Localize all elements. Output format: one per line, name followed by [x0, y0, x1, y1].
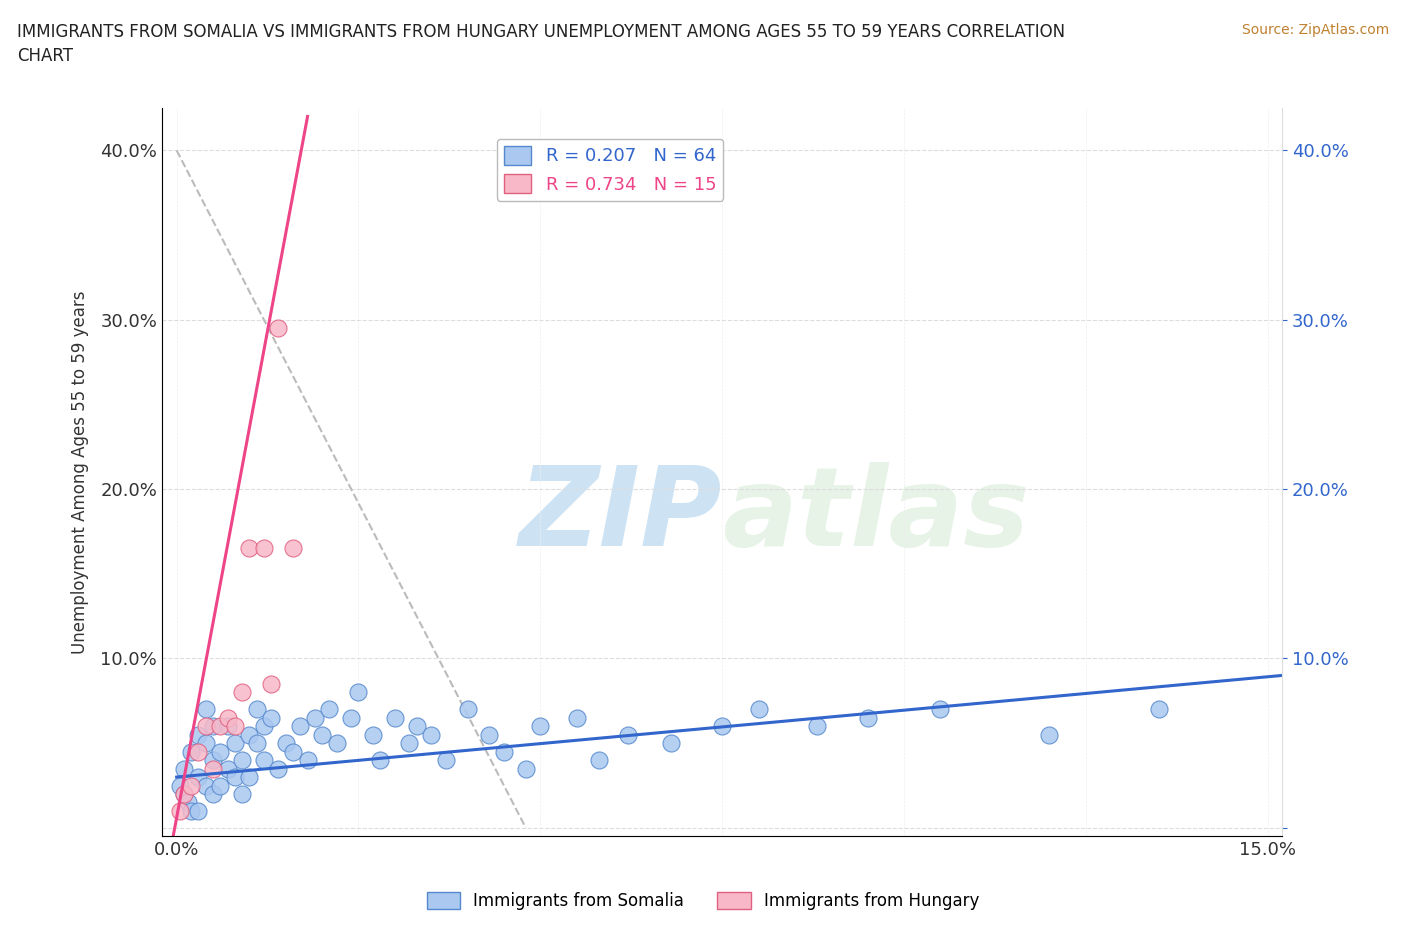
Point: [201, 719, 224, 734]
Point: [565, 711, 588, 725]
Point: [457, 702, 479, 717]
Point: [217, 711, 239, 725]
Point: [201, 761, 224, 776]
Point: [194, 702, 217, 717]
Point: [747, 702, 769, 717]
Legend: Immigrants from Somalia, Immigrants from Hungary: Immigrants from Somalia, Immigrants from…: [420, 885, 986, 917]
Point: [194, 736, 217, 751]
Text: IMMIGRANTS FROM SOMALIA VS IMMIGRANTS FROM HUNGARY UNEMPLOYMENT AMONG AGES 55 TO: IMMIGRANTS FROM SOMALIA VS IMMIGRANTS FR…: [17, 23, 1064, 65]
Point: [253, 752, 276, 767]
Point: [231, 787, 253, 802]
Point: [929, 702, 952, 717]
Point: [231, 684, 253, 699]
Point: [169, 778, 191, 793]
Point: [217, 761, 239, 776]
Point: [194, 719, 217, 734]
Point: [217, 719, 239, 734]
Point: [340, 711, 363, 725]
Point: [806, 719, 828, 734]
Point: [209, 778, 232, 793]
Point: [281, 541, 304, 556]
Point: [201, 787, 224, 802]
Point: [187, 804, 209, 818]
Point: [246, 702, 269, 717]
Legend: R = 0.207   N = 64, R = 0.734   N = 15: R = 0.207 N = 64, R = 0.734 N = 15: [496, 139, 724, 201]
Point: [180, 804, 202, 818]
Point: [274, 736, 297, 751]
Point: [253, 719, 276, 734]
Point: [238, 770, 260, 785]
Point: [529, 719, 551, 734]
Point: [297, 752, 319, 767]
Point: [187, 744, 209, 759]
Point: [224, 736, 246, 751]
Text: Source: ZipAtlas.com: Source: ZipAtlas.com: [1241, 23, 1389, 37]
Point: [238, 541, 260, 556]
Y-axis label: Unemployment Among Ages 55 to 59 years: Unemployment Among Ages 55 to 59 years: [72, 290, 89, 654]
Point: [180, 744, 202, 759]
Point: [290, 719, 312, 734]
Point: [368, 752, 391, 767]
Point: [267, 321, 290, 336]
Point: [361, 727, 384, 742]
Point: [434, 752, 457, 767]
Point: [616, 727, 638, 742]
Point: [659, 736, 682, 751]
Point: [231, 752, 253, 767]
Point: [405, 719, 427, 734]
Text: atlas: atlas: [723, 462, 1029, 569]
Point: [209, 719, 232, 734]
Text: ZIP: ZIP: [519, 462, 723, 569]
Point: [187, 727, 209, 742]
Point: [173, 787, 195, 802]
Point: [304, 711, 326, 725]
Point: [176, 795, 198, 810]
Point: [224, 719, 246, 734]
Point: [194, 778, 217, 793]
Point: [267, 761, 290, 776]
Point: [384, 711, 406, 725]
Point: [260, 711, 283, 725]
Point: [325, 736, 347, 751]
Point: [1038, 727, 1060, 742]
Point: [201, 752, 224, 767]
Point: [281, 744, 304, 759]
Point: [224, 770, 246, 785]
Point: [260, 676, 283, 691]
Point: [253, 541, 276, 556]
Point: [246, 736, 269, 751]
Point: [173, 761, 195, 776]
Point: [173, 787, 195, 802]
Point: [169, 804, 191, 818]
Point: [180, 778, 202, 793]
Point: [856, 711, 879, 725]
Point: [238, 727, 260, 742]
Point: [187, 770, 209, 785]
Point: [1147, 702, 1170, 717]
Point: [478, 727, 501, 742]
Point: [398, 736, 420, 751]
Point: [318, 702, 340, 717]
Point: [209, 744, 232, 759]
Point: [347, 684, 370, 699]
Point: [711, 719, 734, 734]
Point: [492, 744, 515, 759]
Point: [588, 752, 610, 767]
Point: [420, 727, 443, 742]
Point: [515, 761, 537, 776]
Point: [311, 727, 333, 742]
